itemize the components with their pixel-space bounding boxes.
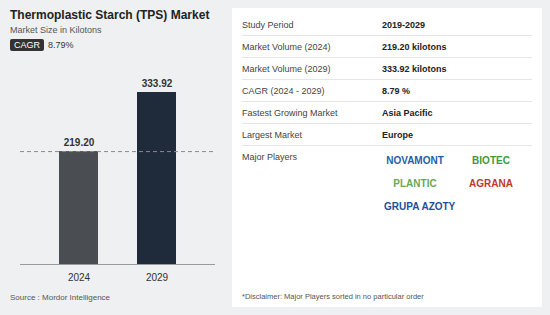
html-text:219.20 kilotons: 219.20 kilotons bbox=[382, 41, 447, 52]
svg-text:2029: 2029 bbox=[146, 272, 169, 283]
html-text:Europe: Europe bbox=[382, 129, 413, 140]
html-text:Study Period: Study Period bbox=[242, 19, 294, 30]
html-text:8.79%: 8.79% bbox=[48, 40, 74, 50]
html-text:BIOTEC: BIOTEC bbox=[472, 155, 510, 166]
html-text:2019-2029: 2019-2029 bbox=[382, 19, 425, 30]
html-text:*Disclaimer: Major Players sor: *Disclaimer: Major Players sorted in no … bbox=[242, 292, 424, 301]
html-text:Largest Market: Largest Market bbox=[242, 129, 302, 140]
svg-text:2024: 2024 bbox=[68, 272, 91, 283]
html-text:Fastest Growing Market: Fastest Growing Market bbox=[242, 107, 338, 118]
html-text:Thermoplastic Starch (TPS) Mar: Thermoplastic Starch (TPS) Market bbox=[10, 8, 210, 22]
svg-text:333.92: 333.92 bbox=[142, 78, 173, 89]
html-text:CAGR (2024 - 2029): CAGR (2024 - 2029) bbox=[242, 85, 325, 96]
html-text:CAGR: CAGR bbox=[14, 40, 40, 50]
html-text:PLANTIC: PLANTIC bbox=[393, 178, 437, 189]
html-text:Market Volume (2024): Market Volume (2024) bbox=[242, 41, 331, 52]
html-text:Asia Pacific: Asia Pacific bbox=[382, 107, 433, 118]
html-text:333.92 kilotons: 333.92 kilotons bbox=[382, 63, 447, 74]
html-text:NOVAMONT: NOVAMONT bbox=[386, 155, 444, 166]
html-text:Source : Mordor Intelligence: Source : Mordor Intelligence bbox=[10, 293, 111, 302]
html-text:GRUPA AZOTY: GRUPA AZOTY bbox=[384, 201, 456, 212]
html-text:Market Volume (2029): Market Volume (2029) bbox=[242, 63, 331, 74]
html-text:Major Players: Major Players bbox=[242, 152, 297, 162]
svg-text:219.20: 219.20 bbox=[64, 137, 95, 148]
html-text:8.79 %: 8.79 % bbox=[382, 85, 410, 96]
html-text:AGRANA: AGRANA bbox=[469, 178, 513, 189]
html-text:Market Size in Kilotons: Market Size in Kilotons bbox=[10, 25, 102, 35]
